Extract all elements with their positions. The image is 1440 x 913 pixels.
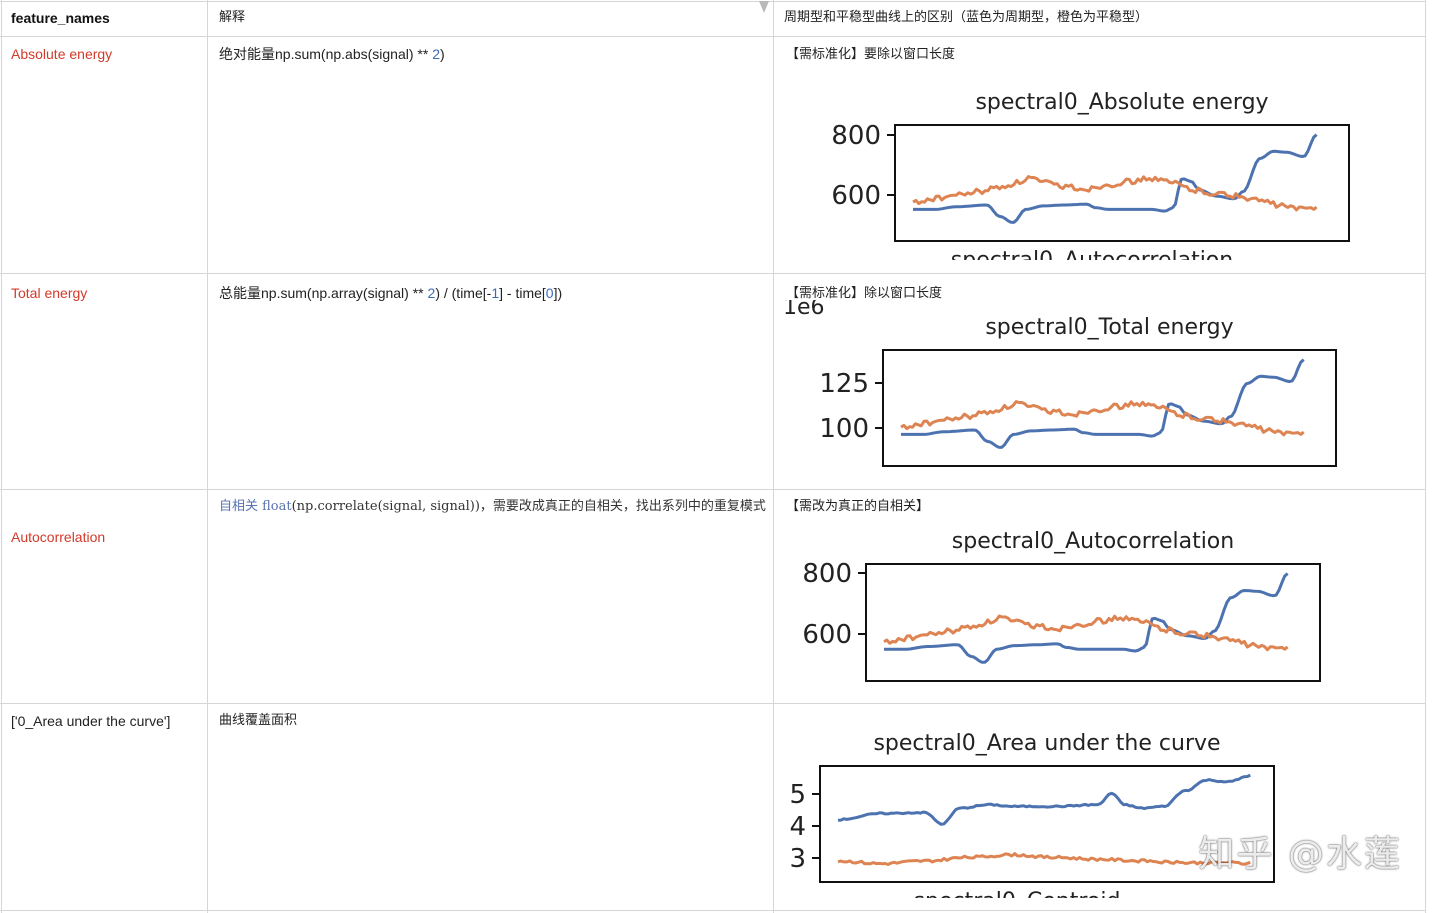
- y-tick-label: 125: [819, 369, 869, 399]
- next-chart-title-cut: spectral0_Autocorrelation: [951, 248, 1233, 260]
- chart-title: spectral0_Total energy: [985, 315, 1233, 340]
- y-tick-label: 100: [819, 414, 869, 444]
- feature-absolute-energy: Absolute energy: [11, 46, 113, 62]
- series-periodic: [884, 572, 1289, 664]
- feature-area-under-curve: ['0_Area under the curve']: [11, 713, 171, 729]
- y-tick-label: 800: [802, 559, 852, 589]
- fold-corner-icon: [759, 1, 769, 13]
- y-tick-label: 5: [789, 780, 806, 810]
- header-explain: 解释: [219, 10, 246, 25]
- explain-area-under-curve: 曲线覆盖面积: [219, 713, 298, 728]
- row-divider: [0, 910, 1426, 911]
- feature-total-energy: Total energy: [11, 285, 88, 301]
- series-stationary: [912, 175, 1318, 212]
- explain-autocorrelation: 自相关 float(np.correlate(signal, signal))，…: [219, 499, 766, 514]
- chart-title: spectral0_Autocorrelation: [952, 529, 1234, 554]
- row-divider: [0, 489, 1426, 490]
- series-stationary: [883, 614, 1289, 652]
- header-feature-names: feature_names: [11, 10, 110, 26]
- explain-total-energy: 总能量np.sum(np.array(signal) ** 2) / (time…: [219, 285, 563, 301]
- y-tick-label: 800: [831, 121, 881, 151]
- table-border: [1, 0, 2, 913]
- series-periodic: [837, 773, 1251, 826]
- chart-autocorrelation: spectral0_Autocorrelation 800 600: [802, 529, 1321, 682]
- series-stationary: [837, 852, 1251, 866]
- watermark: 知乎 @水莲: [1198, 834, 1402, 875]
- chart-frame: [882, 349, 1337, 467]
- y-tick-label: 4: [789, 812, 806, 842]
- column-divider: [207, 0, 208, 913]
- series-stationary: [900, 400, 1305, 437]
- axis-offset-label: 1e6: [783, 300, 825, 320]
- note-absolute-energy: 【需标准化】要除以窗口长度: [786, 47, 956, 62]
- chart-title: spectral0_Absolute energy: [975, 90, 1268, 115]
- y-tick-label: 600: [831, 181, 881, 211]
- series-periodic: [901, 358, 1305, 449]
- y-tick-label: 600: [802, 620, 852, 650]
- note-autocorrelation: 【需改为真正的自相关】: [786, 499, 930, 514]
- chart-frame: [819, 765, 1275, 883]
- row-divider: [0, 273, 1426, 274]
- series-periodic: [913, 133, 1318, 224]
- feature-autocorrelation: Autocorrelation: [11, 529, 106, 545]
- table-border: [1425, 0, 1426, 913]
- chart-absolute-energy: spectral0_Absolute energy 800 600 spectral0…: [831, 90, 1350, 260]
- chart-total-energy: spectral0_Total energy 125 100 1e6: [783, 300, 1337, 467]
- chart-area-under-curve: spectral0_Area under the curve 543 spectra…: [789, 731, 1275, 898]
- explain-absolute-energy: 绝对能量np.sum(np.abs(signal) ** 2): [219, 46, 445, 62]
- row-divider: [0, 1, 1426, 2]
- header-difference: 周期型和平稳型曲线上的区别（蓝色为周期型，橙色为平稳型）: [784, 10, 1149, 25]
- note-total-energy: 【需标准化】除以窗口长度: [786, 286, 943, 301]
- column-divider: [773, 0, 774, 913]
- chart-frame: [865, 563, 1321, 682]
- row-divider: [0, 703, 1426, 704]
- row-divider: [0, 36, 1426, 37]
- chart-frame: [894, 124, 1350, 242]
- y-tick-label: 3: [789, 844, 806, 874]
- chart-title: spectral0_Area under the curve: [873, 731, 1220, 756]
- next-chart-title-cut: spectral0_Centroid: [914, 889, 1121, 898]
